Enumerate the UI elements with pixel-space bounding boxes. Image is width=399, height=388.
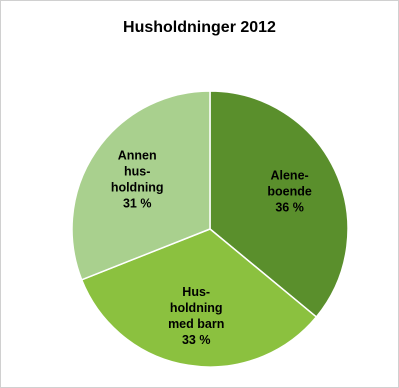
pie-slice-label-line: 31 %: [123, 197, 152, 211]
pie-slice-0: [209, 90, 349, 319]
pie-slice-label-line: Annen: [118, 149, 157, 163]
pie-slice-label-line: holdning: [170, 301, 223, 315]
pie-slice-label-line: Alene-: [270, 169, 308, 183]
pie-slice-label-line: med barn: [168, 317, 224, 331]
pie-slice-label-line: Hus-: [182, 285, 210, 299]
pie-slice-label-line: 33 %: [182, 333, 211, 347]
pie-slice-label-line: hus-: [124, 165, 150, 179]
pie-slice-2: [71, 90, 211, 281]
pie-slice-label-0: Alene-boende 36 %: [267, 169, 311, 215]
pie-slice-label-2: Annen hus-holdning 31 %: [111, 149, 164, 211]
pie-slice-label-line: 36 %: [275, 201, 304, 215]
pie-slice-label-line: boende: [267, 185, 311, 199]
pie-slice-label-1: Hus-holdning med barn 33 %: [168, 285, 224, 347]
chart-title: Husholdninger 2012: [123, 19, 276, 36]
pie-slice-label-line: holdning: [111, 181, 164, 195]
pie-slice-1: [80, 228, 318, 368]
